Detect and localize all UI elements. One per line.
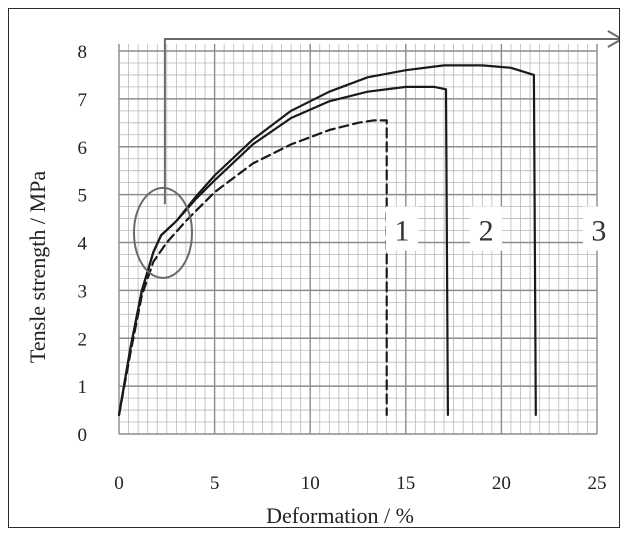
curve-labels: 1 2 3 bbox=[385, 206, 615, 251]
x-tick-label: 20 bbox=[492, 473, 511, 494]
annotation bbox=[132, 30, 619, 279]
grid-minor bbox=[118, 43, 598, 435]
curve-label-bg bbox=[470, 206, 503, 251]
x-tick-label: 0 bbox=[114, 473, 124, 494]
y-tick-label: 8 bbox=[78, 42, 88, 63]
curve-2 bbox=[117, 85, 449, 416]
y-axis-title: Tensle strength / MPa bbox=[25, 171, 50, 363]
x-axis-title: Deformation / % bbox=[266, 503, 414, 527]
y-tick-label: 3 bbox=[78, 281, 88, 302]
x-tick-labels: 0 5 10 15 20 25 bbox=[114, 473, 606, 494]
curve-label-2: 2 bbox=[479, 215, 494, 248]
x-tick-label: 15 bbox=[396, 473, 415, 494]
curve-1 bbox=[117, 119, 388, 416]
x-tick-label: 25 bbox=[588, 473, 607, 494]
curve-label-3: 3 bbox=[591, 215, 606, 248]
y-tick-label: 4 bbox=[78, 234, 88, 255]
annotation-circle bbox=[132, 186, 193, 279]
curve-label-bg bbox=[582, 206, 615, 251]
tensile-chart: 1 2 3 0 5 10 15 20 25 0 1 2 3 4 5 6 7 8 Deformation / %… bbox=[25, 30, 619, 527]
annotation-arrow-line bbox=[163, 38, 619, 205]
y-tick-label: 2 bbox=[78, 329, 88, 350]
annotation-arrow-head bbox=[607, 30, 619, 48]
y-tick-label: 5 bbox=[78, 186, 88, 207]
chart-frame: 1 2 3 0 5 10 15 20 25 0 1 2 3 4 5 6 7 8 Deformation / %… bbox=[8, 8, 620, 528]
curve-3 bbox=[117, 64, 537, 416]
y-tick-label: 7 bbox=[78, 90, 88, 111]
y-tick-label: 1 bbox=[78, 377, 88, 398]
y-tick-labels: 0 1 2 3 4 5 6 7 8 bbox=[78, 42, 88, 446]
curve-label-bg bbox=[385, 206, 418, 251]
x-tick-label: 5 bbox=[210, 473, 220, 494]
y-tick-label: 0 bbox=[78, 425, 88, 446]
curve-label-1: 1 bbox=[394, 215, 409, 248]
y-tick-label: 6 bbox=[78, 138, 88, 159]
x-tick-label: 10 bbox=[301, 473, 320, 494]
